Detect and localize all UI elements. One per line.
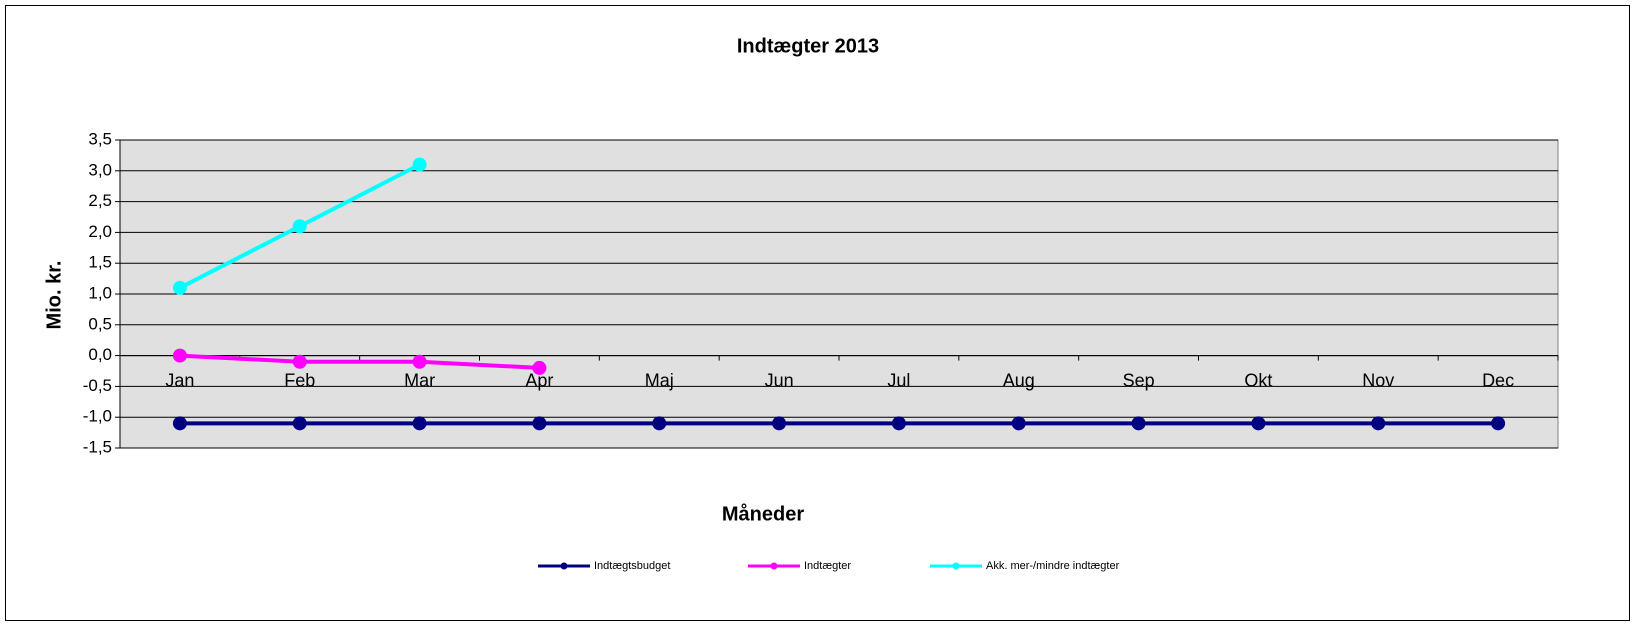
series-marker [1491, 416, 1506, 431]
legend-marker [952, 562, 960, 570]
x-tick-label: Jul [887, 370, 910, 390]
series-marker [1131, 416, 1146, 431]
series-marker [412, 416, 427, 431]
series-marker [1011, 416, 1026, 431]
x-tick-label: Apr [525, 370, 553, 390]
x-tick-label: Jun [765, 370, 794, 390]
y-tick-label: -1,5 [83, 437, 112, 456]
y-tick-label: -0,5 [83, 376, 112, 395]
x-tick-label: Okt [1244, 370, 1272, 390]
y-tick-label: 2,0 [88, 222, 112, 241]
series-marker [292, 219, 307, 234]
series-marker [172, 416, 187, 431]
legend-label: Akk. mer-/mindre indtægter [986, 560, 1120, 572]
series-marker [652, 416, 667, 431]
y-tick-label: -1,0 [83, 407, 112, 426]
x-tick-label: Sep [1123, 370, 1155, 390]
series-marker [532, 416, 547, 431]
series-marker [172, 348, 187, 363]
series-marker [891, 416, 906, 431]
y-tick-label: 0,5 [88, 314, 112, 333]
y-tick-label: 3,5 [88, 129, 112, 148]
x-tick-label: Nov [1362, 370, 1394, 390]
y-axis-label: Mio. kr. [43, 261, 65, 330]
x-tick-label: Aug [1003, 370, 1035, 390]
x-tick-label: Jan [165, 370, 194, 390]
chart-title: Indtægter 2013 [737, 35, 879, 57]
series-marker [532, 360, 547, 375]
series-marker [172, 280, 187, 295]
series-marker [1371, 416, 1386, 431]
y-tick-label: 3,0 [88, 160, 112, 179]
series-marker [292, 416, 307, 431]
legend-label: Indtægtsbudget [594, 560, 670, 572]
series-line [179, 353, 540, 370]
x-tick-label: Maj [645, 370, 674, 390]
x-axis-label: Måneder [722, 502, 804, 525]
series-marker [292, 354, 307, 369]
legend-label: Indtægter [804, 560, 851, 572]
series-marker [772, 416, 787, 431]
y-tick-label: 0,0 [88, 345, 112, 364]
series-marker [412, 354, 427, 369]
series-marker [1251, 416, 1266, 431]
x-tick-label: Dec [1482, 370, 1514, 390]
y-tick-label: 2,5 [88, 191, 112, 210]
legend-marker [770, 562, 778, 570]
x-tick-label: Mar [404, 370, 435, 390]
y-tick-label: 1,0 [88, 283, 112, 302]
x-tick-label: Feb [284, 370, 315, 390]
legend-marker [560, 562, 568, 570]
y-tick-label: 1,5 [88, 253, 112, 272]
series-marker [412, 157, 427, 172]
